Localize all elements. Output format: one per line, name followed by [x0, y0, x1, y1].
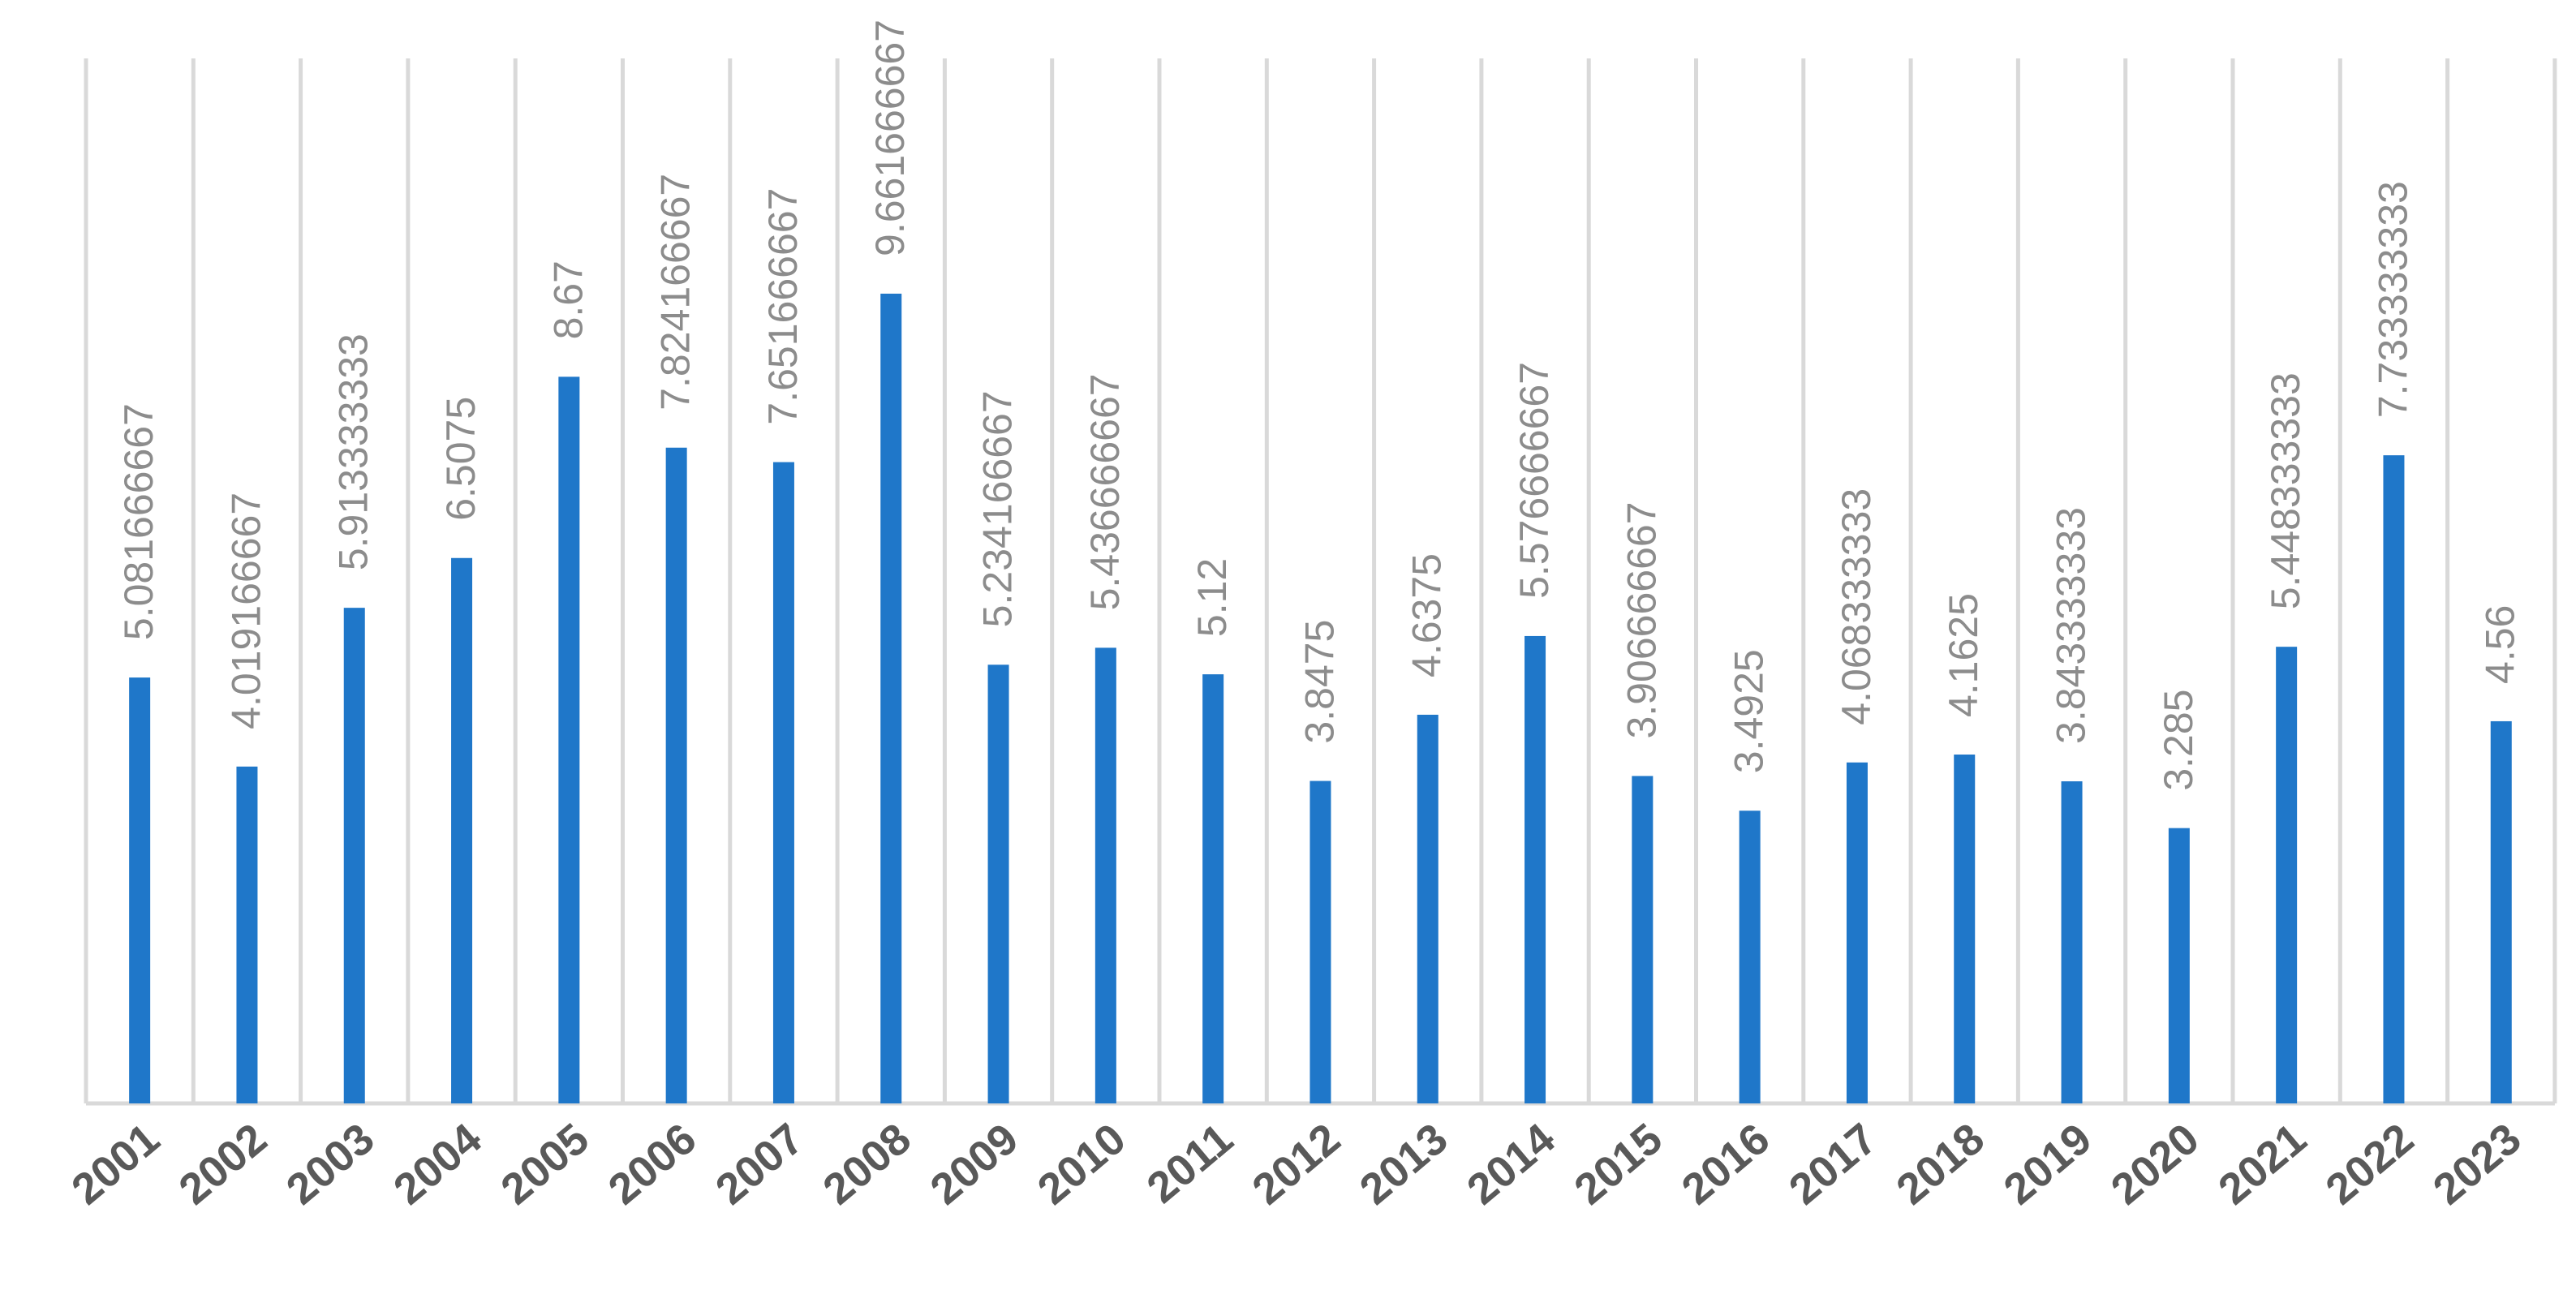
- bar-2018: [1954, 755, 1976, 1103]
- data-label-2019: 3.843333333: [2049, 507, 2094, 744]
- data-label-2017: 4.068333333: [1834, 488, 1879, 725]
- bar-2020: [2168, 828, 2190, 1103]
- data-label-2004: 6.5075: [438, 397, 484, 521]
- data-label-2010: 5.436666667: [1082, 373, 1128, 610]
- data-label-2016: 3.4925: [1727, 649, 1772, 773]
- tick-label-2003: 2003: [277, 1114, 384, 1214]
- bar-2011: [1202, 674, 1224, 1103]
- vertical-gridlines: [84, 58, 2557, 1103]
- bar-2003: [343, 608, 365, 1103]
- data-label-2023: 4.56: [2478, 605, 2523, 684]
- data-label-2020: 3.285: [2156, 690, 2201, 791]
- tick-label-2004: 2004: [385, 1114, 491, 1214]
- data-label-2015: 3.906666667: [1619, 501, 1664, 738]
- tick-label-2007: 2007: [707, 1114, 813, 1214]
- data-label-2011: 5.12: [1189, 558, 1235, 637]
- bar-2008: [880, 293, 902, 1103]
- data-label-2012: 3.8475: [1297, 620, 1342, 744]
- bar-2005: [558, 376, 580, 1103]
- tick-label-2021: 2021: [2209, 1114, 2316, 1214]
- data-label-2014: 5.576666667: [1512, 362, 1557, 599]
- bar-2004: [451, 557, 473, 1103]
- bar-2013: [1417, 714, 1439, 1103]
- tick-label-2011: 2011: [1138, 1114, 1242, 1212]
- data-labels: 5.081666667 4.019166667 5.913333333 6.5075 8…: [116, 19, 2523, 791]
- data-label-2018: 4.1625: [1941, 593, 1986, 717]
- data-label-2006: 7.824166667: [653, 174, 699, 411]
- data-label-2013: 4.6375: [1404, 553, 1450, 677]
- bar-series: [129, 293, 2512, 1103]
- tick-label-2005: 2005: [492, 1114, 598, 1214]
- bar-2016: [1739, 811, 1761, 1103]
- data-label-2005: 8.67: [545, 260, 591, 339]
- bar-2010: [1094, 647, 1116, 1103]
- data-label-2002: 4.019166667: [223, 492, 269, 729]
- tick-label-2009: 2009: [922, 1114, 1028, 1214]
- tick-label-2022: 2022: [2317, 1114, 2423, 1214]
- bar-2006: [665, 447, 687, 1103]
- tick-label-2014: 2014: [1458, 1114, 1564, 1214]
- bar-2009: [987, 664, 1009, 1103]
- data-label-2022: 7.733333333: [2370, 181, 2415, 418]
- bar-2015: [1632, 776, 1654, 1103]
- bar-2012: [1310, 781, 1331, 1103]
- bar-2007: [772, 462, 794, 1103]
- tick-label-2020: 2020: [2102, 1114, 2208, 1214]
- data-label-2021: 5.448333333: [2263, 372, 2308, 609]
- bar-2001: [129, 677, 151, 1103]
- tick-label-2010: 2010: [1029, 1114, 1135, 1214]
- bar-2017: [1846, 762, 1868, 1103]
- tick-label-2006: 2006: [600, 1114, 706, 1214]
- bar-2021: [2276, 647, 2298, 1103]
- tick-label-2017: 2017: [1780, 1114, 1886, 1214]
- data-label-2008: 9.661666667: [867, 19, 913, 256]
- tick-label-2008: 2008: [814, 1114, 920, 1214]
- data-label-2001: 5.081666667: [116, 403, 161, 640]
- data-label-2003: 5.913333333: [331, 333, 376, 570]
- tick-label-2001: 2001: [62, 1114, 169, 1214]
- tick-label-2013: 2013: [1351, 1114, 1457, 1214]
- tick-label-2012: 2012: [1244, 1114, 1350, 1214]
- bar-2002: [236, 766, 258, 1103]
- bar-2023: [2490, 720, 2512, 1103]
- tick-label-2016: 2016: [1673, 1114, 1779, 1214]
- bar-2014: [1525, 635, 1546, 1103]
- tick-label-2019: 2019: [1995, 1114, 2101, 1214]
- tick-label-2018: 2018: [1887, 1114, 1993, 1214]
- tick-label-2002: 2002: [170, 1114, 277, 1214]
- data-label-2009: 5.234166667: [975, 390, 1021, 627]
- tick-label-2023: 2023: [2424, 1114, 2531, 1214]
- x-tick-labels: 2001 2002 2003 2004 2005 2006 2007 2008 2009 2010…: [62, 1114, 2530, 1214]
- data-label-2007: 7.651666667: [760, 188, 806, 425]
- bar-2019: [2061, 781, 2083, 1103]
- bar-2022: [2383, 455, 2405, 1103]
- tick-label-2015: 2015: [1565, 1114, 1671, 1214]
